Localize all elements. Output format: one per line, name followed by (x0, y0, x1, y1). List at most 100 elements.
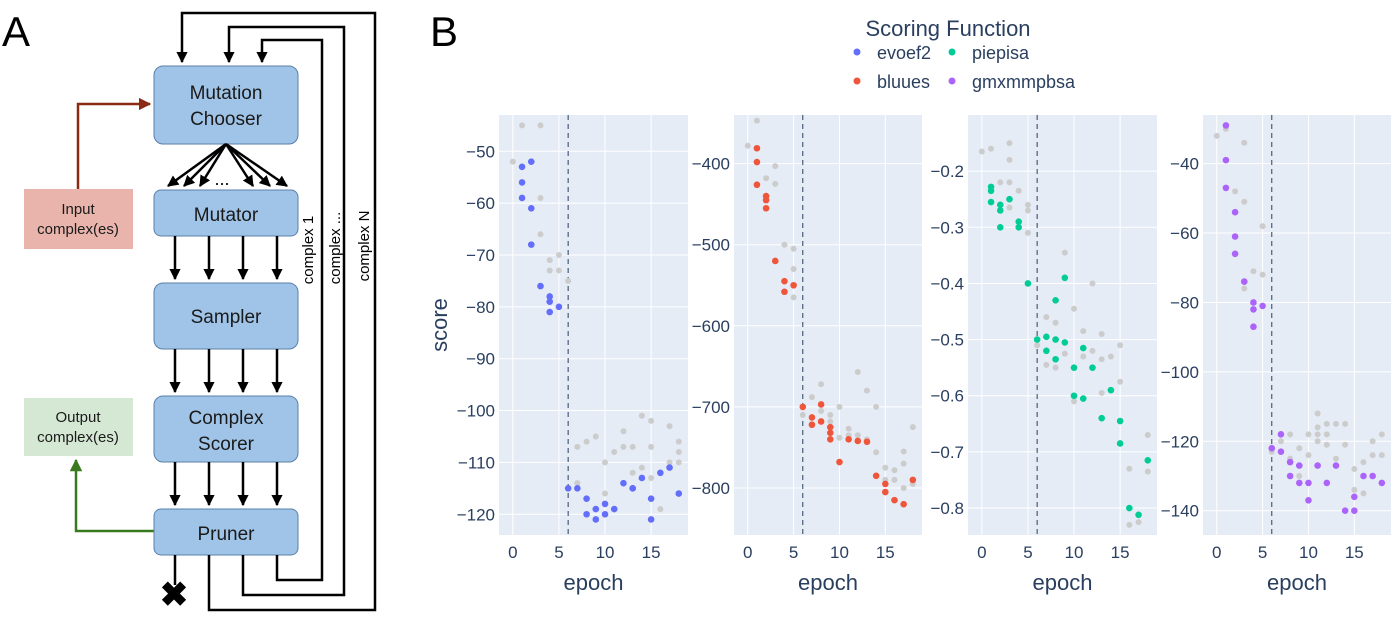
background-point (1089, 280, 1096, 287)
background-point (1323, 441, 1330, 448)
legend-label-gmxmmpbsa: gmxmmpbsa (972, 72, 1076, 92)
background-point (891, 467, 898, 474)
input-arrow (76, 97, 152, 189)
fan-ellipsis: ... (214, 169, 229, 189)
background-point (790, 266, 797, 273)
data-point-piepisa (1144, 457, 1152, 464)
background-point (1378, 452, 1385, 459)
background-point (629, 469, 636, 476)
background-point (1360, 459, 1367, 466)
y-axis-title: score (427, 298, 452, 352)
data-point-bluues (808, 414, 816, 421)
data-point-piepisa (1033, 336, 1041, 343)
background-point (592, 433, 599, 440)
background-point (638, 464, 645, 471)
background-point (1296, 445, 1303, 452)
y-tick-label: −800 (692, 479, 730, 498)
y-tick-label: −100 (457, 402, 495, 421)
background-point (611, 449, 618, 456)
mutation-chooser-box (153, 65, 299, 145)
background-point (1277, 438, 1284, 445)
data-point-bluues (900, 500, 907, 508)
background-point (1342, 441, 1349, 448)
y-tick-label: −100 (1161, 363, 1199, 382)
background-point (546, 257, 553, 264)
background-point (648, 417, 655, 424)
background-point (1098, 389, 1105, 396)
data-point-gmxmmpbsa (1240, 278, 1248, 285)
background-point (1369, 452, 1376, 459)
data-point-evoef2 (546, 293, 554, 300)
background-point (1360, 490, 1367, 497)
input-label-line2: complex(es) (37, 221, 119, 238)
data-point-bluues (799, 403, 807, 411)
background-point (1305, 431, 1312, 438)
background-point (1006, 204, 1013, 211)
x-tick-label: 5 (789, 543, 798, 562)
x-tick-label: 15 (876, 543, 895, 562)
background-point (790, 245, 797, 252)
background-point (1332, 420, 1339, 427)
x-axis-title: epoch (564, 570, 624, 595)
data-point-gmxmmpbsa (1378, 479, 1386, 487)
y-tick-label: −80 (466, 298, 495, 317)
y-tick-label: −0.2 (930, 162, 964, 181)
loop-label-complex-ellipsis: complex ... (327, 212, 344, 285)
data-point-bluues (854, 437, 862, 445)
background-point (882, 464, 889, 471)
background-point (1126, 465, 1133, 472)
data-point-evoef2 (518, 163, 526, 171)
loop-label-complex-n: complex N (356, 211, 373, 282)
background-point (808, 394, 815, 401)
background-point (1369, 438, 1376, 445)
background-point (818, 381, 825, 388)
background-point (675, 449, 682, 456)
legend-label-bluues: bluues (877, 72, 930, 92)
data-point-piepisa (1015, 218, 1023, 225)
mutation-chooser-line2: Chooser (190, 109, 262, 130)
data-point-evoef2 (638, 474, 646, 482)
background-point (565, 277, 572, 284)
background-point (1305, 452, 1312, 459)
x-tick-label: 5 (1258, 543, 1267, 562)
data-point-evoef2 (574, 485, 581, 492)
data-point-gmxmmpbsa (1286, 458, 1294, 466)
x-tick-label: 0 (743, 543, 752, 562)
data-point-gmxmmpbsa (1268, 444, 1276, 452)
data-point-piepisa (1043, 347, 1050, 355)
y-tick-label: −400 (692, 155, 730, 174)
y-tick-label: −700 (692, 398, 730, 417)
background-point (1052, 319, 1059, 326)
background-point (1071, 398, 1078, 405)
data-point-gmxmmpbsa (1341, 507, 1349, 515)
background-point (1314, 438, 1321, 445)
data-point-piepisa (987, 198, 995, 206)
data-point-gmxmmpbsa (1351, 507, 1358, 515)
background-point (1024, 207, 1031, 214)
x-tick-label: 5 (554, 543, 563, 562)
mutation-chooser-line1: Mutation (190, 83, 263, 104)
background-point (772, 163, 779, 170)
data-point-piepisa (1061, 339, 1069, 346)
data-point-evoef2 (518, 179, 526, 186)
background-point (1135, 519, 1142, 526)
y-tick-label: −90 (466, 350, 495, 369)
background-point (827, 412, 834, 418)
legend: Scoring Function evoef2 piepisa bluues g… (853, 16, 1076, 92)
background-point (1259, 271, 1266, 278)
data-point-evoef2 (657, 469, 664, 477)
background-point (1080, 353, 1087, 360)
background-point (781, 241, 788, 248)
background-point (799, 412, 806, 418)
legend-marker-bluues (853, 77, 861, 85)
background-point (772, 180, 779, 187)
background-point (1117, 342, 1124, 349)
background-point (1378, 431, 1385, 438)
background-point (537, 194, 544, 201)
background-point (1034, 342, 1041, 349)
data-point-piepisa (1089, 364, 1096, 371)
data-point-gmxmmpbsa (1305, 496, 1312, 504)
complex-scorer-line2: Scorer (198, 434, 255, 455)
data-point-piepisa (1052, 355, 1059, 363)
output-label-line1: Output (55, 409, 101, 426)
